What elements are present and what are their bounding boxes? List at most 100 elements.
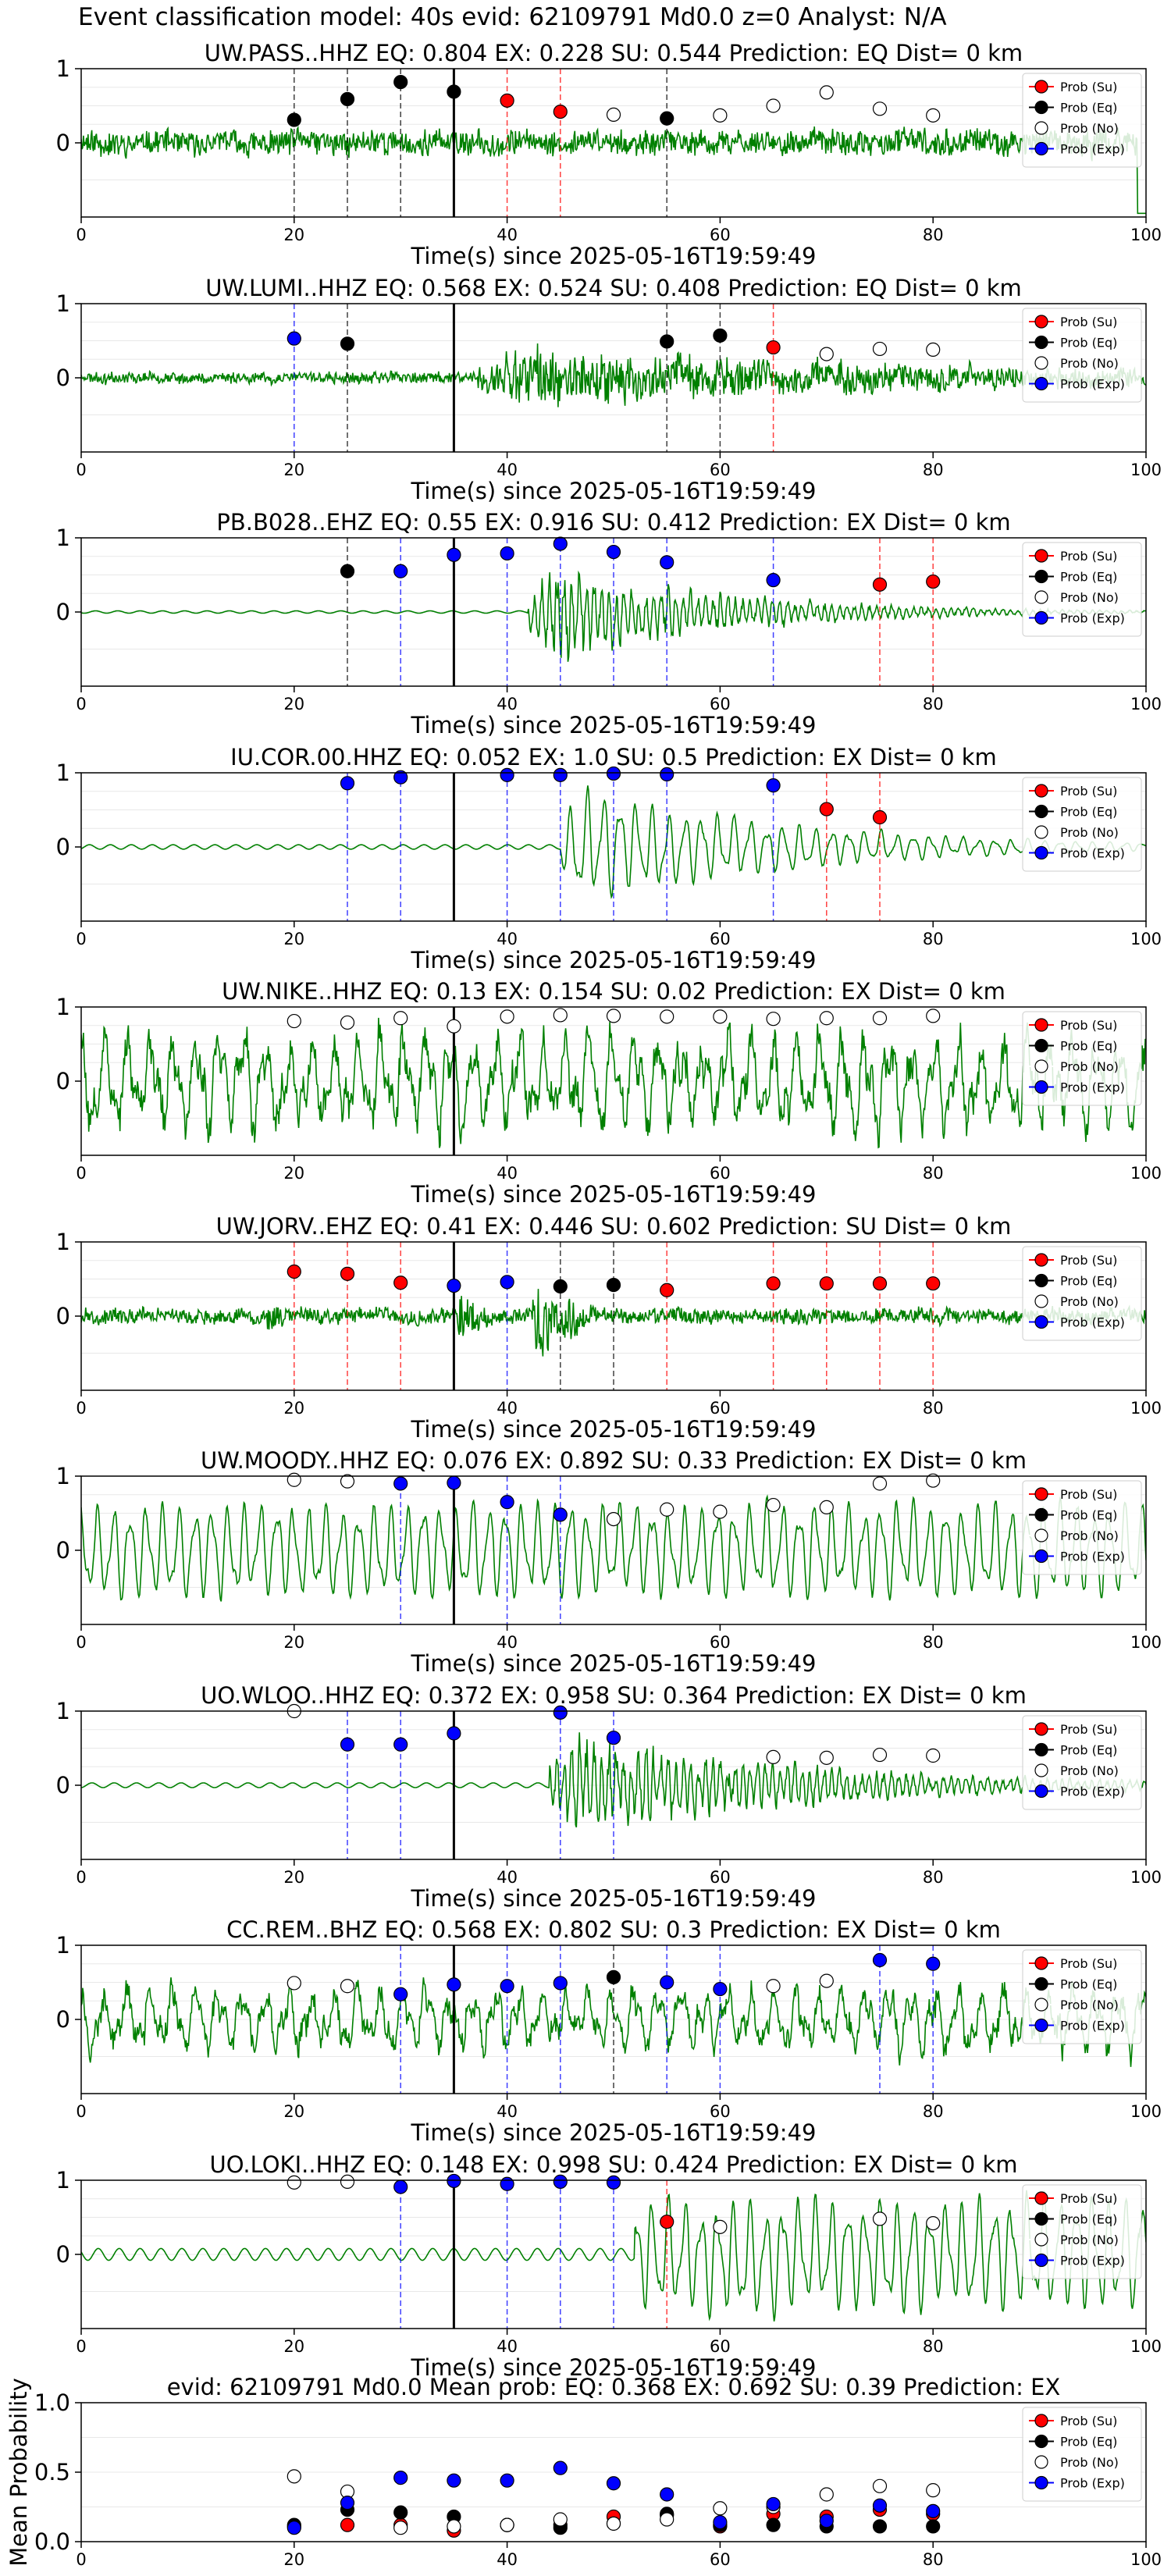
legend-entry: Prob (Su) [1060,1018,1117,1033]
prob-marker-su [660,1283,674,1297]
prob-marker-su [766,340,781,355]
legend-marker-exp [1034,845,1048,860]
panel-6: UW.JORV..EHZ EQ: 0.41 EX: 0.446 SU: 0.60… [56,1213,1162,1443]
prob-marker-no [660,1009,674,1024]
prob-marker-eq [340,336,355,351]
prob-marker-exp [447,2173,461,2189]
prob-marker-no [766,1979,781,1994]
y-axis-label: Mean Probability [5,2378,32,2567]
panel-title: UW.NIKE..HHZ EQ: 0.13 EX: 0.154 SU: 0.02… [222,978,1005,1005]
x-tick-label: 60 [710,1399,731,1418]
prob-marker-no [287,1976,301,1991]
legend-marker-su [1034,1722,1048,1736]
legend-marker-eq [1034,335,1048,350]
x-tick-label: 0 [76,2102,86,2121]
prob-marker-su [926,1276,941,1291]
x-tick-label: 100 [1130,2337,1162,2356]
prob-marker-no [766,1749,781,1764]
y-tick-label: 0 [56,2241,70,2268]
prob-marker-exp [606,766,621,781]
prob-marker-exp [500,767,514,782]
x-axis-label: Time(s) since 2025-05-16T19:59:49 [411,1416,817,1443]
legend-marker-su [1034,2414,1048,2428]
prob-marker-su [660,2215,674,2229]
legend-entry: Prob (Su) [1060,784,1117,799]
panel-title: PB.B028..EHZ EQ: 0.55 EX: 0.916 SU: 0.41… [216,509,1010,535]
prob-marker-exp [447,1726,461,1741]
legend-entry: Prob (Eq) [1060,336,1117,350]
prob-marker-no [340,2174,355,2189]
x-axis-label: Time(s) since 2025-05-16T19:59:49 [411,1650,817,1677]
x-tick-label: 80 [923,1633,944,1652]
legend-marker-no [1034,1528,1048,1542]
x-tick-label: 0 [76,461,86,479]
x-tick-label: 0 [76,226,86,244]
prob-marker-no [340,1474,355,1489]
prob-marker-no [819,1011,834,1026]
x-tick-label: 40 [497,1399,518,1418]
legend-box [1022,777,1142,872]
axes-frame [80,2179,1147,2329]
mean-prob-point-no [553,2512,568,2527]
x-tick-label: 80 [923,2337,944,2356]
prob-marker-exp [553,1507,568,1522]
mean-prob-point-no [287,2469,301,2484]
prob-marker-exp [500,1495,514,1510]
prob-marker-exp [872,1952,888,1968]
waveform-trace [81,570,1146,662]
x-tick-label: 60 [710,461,731,479]
prob-marker-no [926,108,941,123]
axes-frame [80,1475,1147,1625]
legend-marker-eq [1034,1976,1048,1991]
legend-marker-no [1034,1998,1048,2012]
legend-entry: Prob (No) [1060,1059,1119,1074]
legend-entry: Prob (Exp) [1060,142,1125,157]
prob-marker-exp [553,2174,568,2189]
legend-marker-exp [1034,610,1048,625]
x-tick-label: 60 [710,2337,731,2356]
x-tick-label: 20 [283,2102,304,2121]
prob-marker-eq [606,1969,621,1984]
prob-marker-exp [500,546,514,561]
prob-marker-no [713,1009,728,1024]
prob-marker-su [819,802,834,817]
prob-marker-no [872,101,888,116]
prob-marker-no [713,2219,728,2234]
legend-box [1022,1949,1142,2044]
panel-3: PB.B028..EHZ EQ: 0.55 EX: 0.916 SU: 0.41… [56,509,1162,738]
mean-prob-point-exp [447,2473,461,2488]
y-tick-label: 1 [56,1932,70,1959]
legend-marker-eq [1034,1742,1048,1757]
prob-marker-su [819,1276,834,1291]
legend-entry: Prob (Exp) [1060,1080,1125,1095]
legend-box [1022,542,1142,637]
mean-prob-point-no [926,2483,941,2498]
prob-marker-exp [766,573,781,588]
panel-title: evid: 62109791 Md0.0 Mean prob: EQ: 0.36… [167,2374,1061,2400]
prob-marker-su [766,1276,781,1291]
waveform-trace [81,125,1146,215]
x-tick-label: 60 [710,1164,731,1183]
prob-marker-eq [713,328,728,343]
legend-marker-exp [1034,2253,1048,2268]
prob-marker-exp [606,2175,621,2190]
legend-entry: Prob (Eq) [1060,1743,1117,1758]
panel-8: UO.WLOO..HHZ EQ: 0.372 EX: 0.958 SU: 0.3… [56,1682,1162,1912]
axes-frame [80,2402,1147,2542]
mean-prob-point-no [819,2487,834,2502]
legend-marker-no [1034,121,1048,135]
x-tick-label: 40 [497,2337,518,2356]
panel-7: UW.MOODY..HHZ EQ: 0.076 EX: 0.892 SU: 0.… [56,1447,1162,1677]
x-tick-label: 0 [76,2337,86,2356]
prob-marker-exp [713,1981,728,1997]
x-tick-label: 20 [283,1164,304,1183]
mean-prob-point-exp [340,2496,355,2510]
prob-marker-eq [606,1277,621,1293]
y-tick-label: 0 [56,1303,70,1329]
x-tick-label: 60 [710,695,731,713]
legend-entry: Prob (Exp) [1060,846,1125,861]
x-tick-label: 60 [710,2102,731,2121]
waveform-trace [81,1977,1146,2067]
panel-mean-probability: evid: 62109791 Md0.0 Mean prob: EQ: 0.36… [5,2374,1162,2569]
prob-marker-exp [660,767,674,782]
